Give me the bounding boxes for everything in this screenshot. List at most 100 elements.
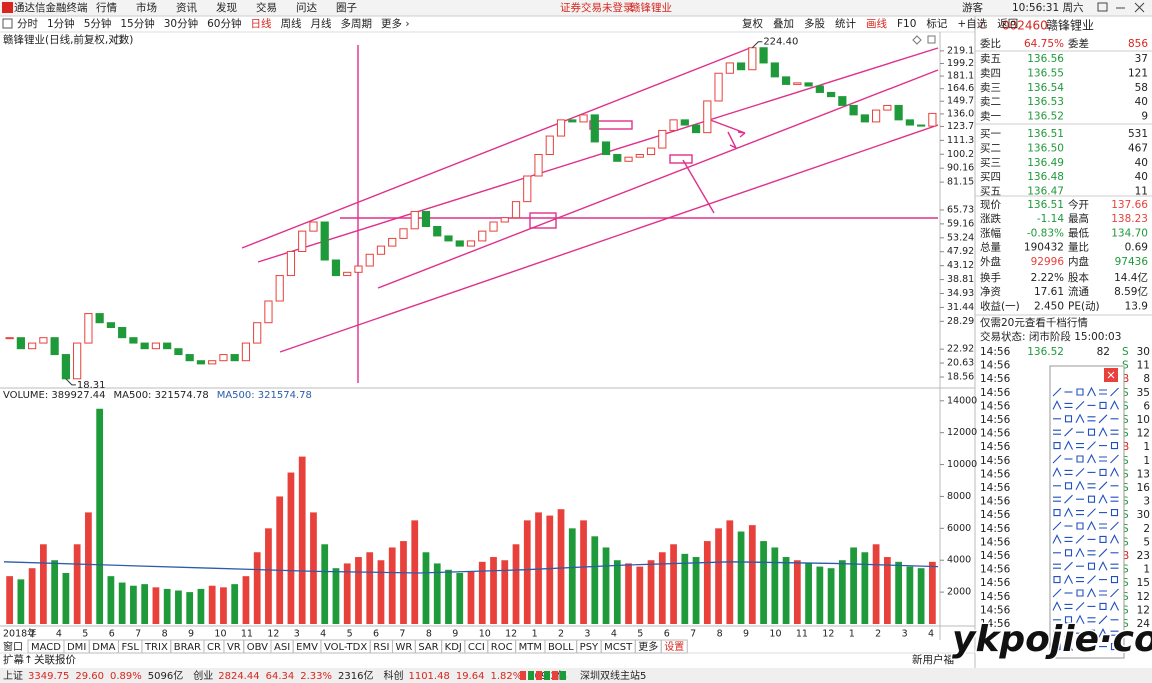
draw-tool[interactable]: [1087, 441, 1096, 450]
tool-button[interactable]: 统计: [835, 17, 856, 30]
draw-tool[interactable]: [1064, 616, 1073, 624]
period-button[interactable]: 分时: [17, 18, 38, 30]
draw-tool[interactable]: [1099, 468, 1107, 476]
draw-tool[interactable]: [1075, 547, 1085, 558]
draw-tool[interactable]: [1076, 510, 1084, 516]
period-button[interactable]: 15分钟: [120, 17, 154, 30]
draw-tool[interactable]: [1075, 480, 1085, 491]
indicator-tab[interactable]: CCI: [468, 642, 485, 653]
indicator-tab[interactable]: WR: [395, 642, 412, 653]
draw-tool[interactable]: [1064, 574, 1073, 584]
draw-tool[interactable]: [1053, 563, 1061, 569]
draw-tool[interactable]: [1110, 429, 1119, 435]
draw-tool[interactable]: [1098, 627, 1108, 638]
indicator-tab[interactable]: DMA: [92, 642, 115, 653]
draw-tool[interactable]: [1087, 575, 1096, 584]
draw-tool[interactable]: [1110, 630, 1119, 636]
period-button[interactable]: 5分钟: [84, 17, 112, 30]
draw-tool[interactable]: [1052, 534, 1062, 544]
draw-tool[interactable]: [1053, 496, 1061, 502]
indicator-tab[interactable]: EMV: [296, 642, 318, 653]
indicator-tab[interactable]: VOL-TDX: [324, 642, 367, 653]
draw-tool[interactable]: [1053, 643, 1061, 651]
draw-tool[interactable]: [1087, 428, 1096, 436]
draw-tool[interactable]: [1052, 521, 1062, 531]
menu-item[interactable]: 资讯: [176, 1, 197, 14]
draw-tool[interactable]: [1110, 576, 1119, 584]
draw-tool[interactable]: [1075, 413, 1085, 424]
indicator-tab[interactable]: CR: [207, 642, 221, 653]
draw-tool[interactable]: [1099, 535, 1107, 543]
expand-button[interactable]: 扩幕↑: [3, 653, 33, 666]
menu-item[interactable]: 交易: [256, 1, 277, 14]
indicator-tab[interactable]: MCST: [604, 642, 633, 653]
draw-tool[interactable]: [1099, 590, 1107, 596]
draw-tool[interactable]: [1098, 548, 1108, 558]
draw-tool[interactable]: [1076, 577, 1084, 583]
draw-tool[interactable]: [1110, 601, 1119, 611]
period-button[interactable]: 周线: [281, 17, 302, 30]
draw-tool[interactable]: [1064, 415, 1073, 423]
toolbar-icon[interactable]: [2, 18, 13, 29]
indicator-tab[interactable]: BOLL: [548, 642, 574, 653]
draw-tool[interactable]: [1052, 387, 1062, 397]
tool-palette[interactable]: [1049, 365, 1125, 659]
draw-tool[interactable]: [1087, 587, 1096, 598]
indicator-tab[interactable]: TRIX: [144, 642, 168, 653]
window-controls[interactable]: [1097, 2, 1145, 13]
chart-corner-icons[interactable]: [912, 35, 936, 45]
draw-tool[interactable]: [1110, 643, 1119, 651]
related-quote[interactable]: 关联报价: [34, 653, 76, 666]
period-button[interactable]: 日线: [251, 17, 272, 30]
indicator-tab[interactable]: MACD: [31, 642, 61, 653]
draw-tool[interactable]: [1110, 496, 1119, 502]
draw-tool[interactable]: [1087, 550, 1096, 556]
indicator-tab[interactable]: VR: [227, 642, 241, 653]
draw-tool[interactable]: [1076, 522, 1084, 530]
draw-tool[interactable]: [1064, 440, 1073, 450]
draw-tool[interactable]: [1064, 507, 1073, 517]
login-status[interactable]: 证券交易未登录: [560, 1, 634, 14]
user-name[interactable]: 游客: [962, 1, 983, 14]
indicator-tab[interactable]: ASI: [274, 642, 290, 653]
draw-tool[interactable]: [1052, 601, 1062, 611]
draw-tool[interactable]: [1098, 615, 1108, 625]
tool-button[interactable]: 标记: [926, 18, 947, 30]
promo[interactable]: 仅需20元查看千档行情: [980, 316, 1088, 329]
draw-tool[interactable]: [1064, 402, 1073, 408]
indicator-tab[interactable]: KDJ: [445, 642, 462, 653]
indicator-tab[interactable]: DMI: [67, 642, 86, 653]
draw-tool[interactable]: [1087, 416, 1096, 422]
draw-tool[interactable]: [1098, 493, 1108, 504]
menu-item[interactable]: 发现: [216, 1, 237, 14]
draw-tool[interactable]: [1064, 641, 1073, 651]
draw-tool[interactable]: [1098, 414, 1108, 424]
draw-tool[interactable]: [1087, 562, 1096, 570]
tool-button[interactable]: 返回: [997, 18, 1018, 30]
promo-link[interactable]: 新用户福: [912, 653, 954, 666]
draw-tool[interactable]: [1099, 456, 1107, 462]
indicator-tab[interactable]: OBV: [247, 642, 268, 653]
draw-tool[interactable]: [1087, 495, 1096, 503]
menu-item[interactable]: 行情: [96, 1, 117, 14]
draw-tool[interactable]: [1064, 482, 1073, 490]
menu-item[interactable]: 圈子: [336, 2, 357, 14]
draw-tool[interactable]: [1053, 442, 1061, 450]
draw-tool[interactable]: [1087, 508, 1096, 517]
draw-tool[interactable]: [1076, 455, 1084, 463]
draw-tool[interactable]: [1076, 589, 1084, 597]
draw-tool[interactable]: [1087, 617, 1096, 623]
draw-tool[interactable]: [1064, 561, 1073, 571]
draw-tool[interactable]: [1053, 429, 1061, 435]
draw-tool[interactable]: [1098, 481, 1108, 491]
indicator-tab[interactable]: BRAR: [174, 642, 201, 653]
indicator-tab[interactable]: MTM: [519, 642, 542, 653]
draw-tool[interactable]: [1064, 494, 1073, 504]
indicator-tab[interactable]: FSL: [121, 642, 139, 653]
draw-tool[interactable]: [1110, 387, 1119, 397]
draw-tool[interactable]: [1087, 642, 1096, 651]
tab-window[interactable]: 窗口: [3, 640, 23, 653]
indicator-tab[interactable]: 更多: [638, 640, 658, 653]
draw-tool[interactable]: [1053, 630, 1061, 636]
draw-tool[interactable]: [1087, 386, 1096, 397]
